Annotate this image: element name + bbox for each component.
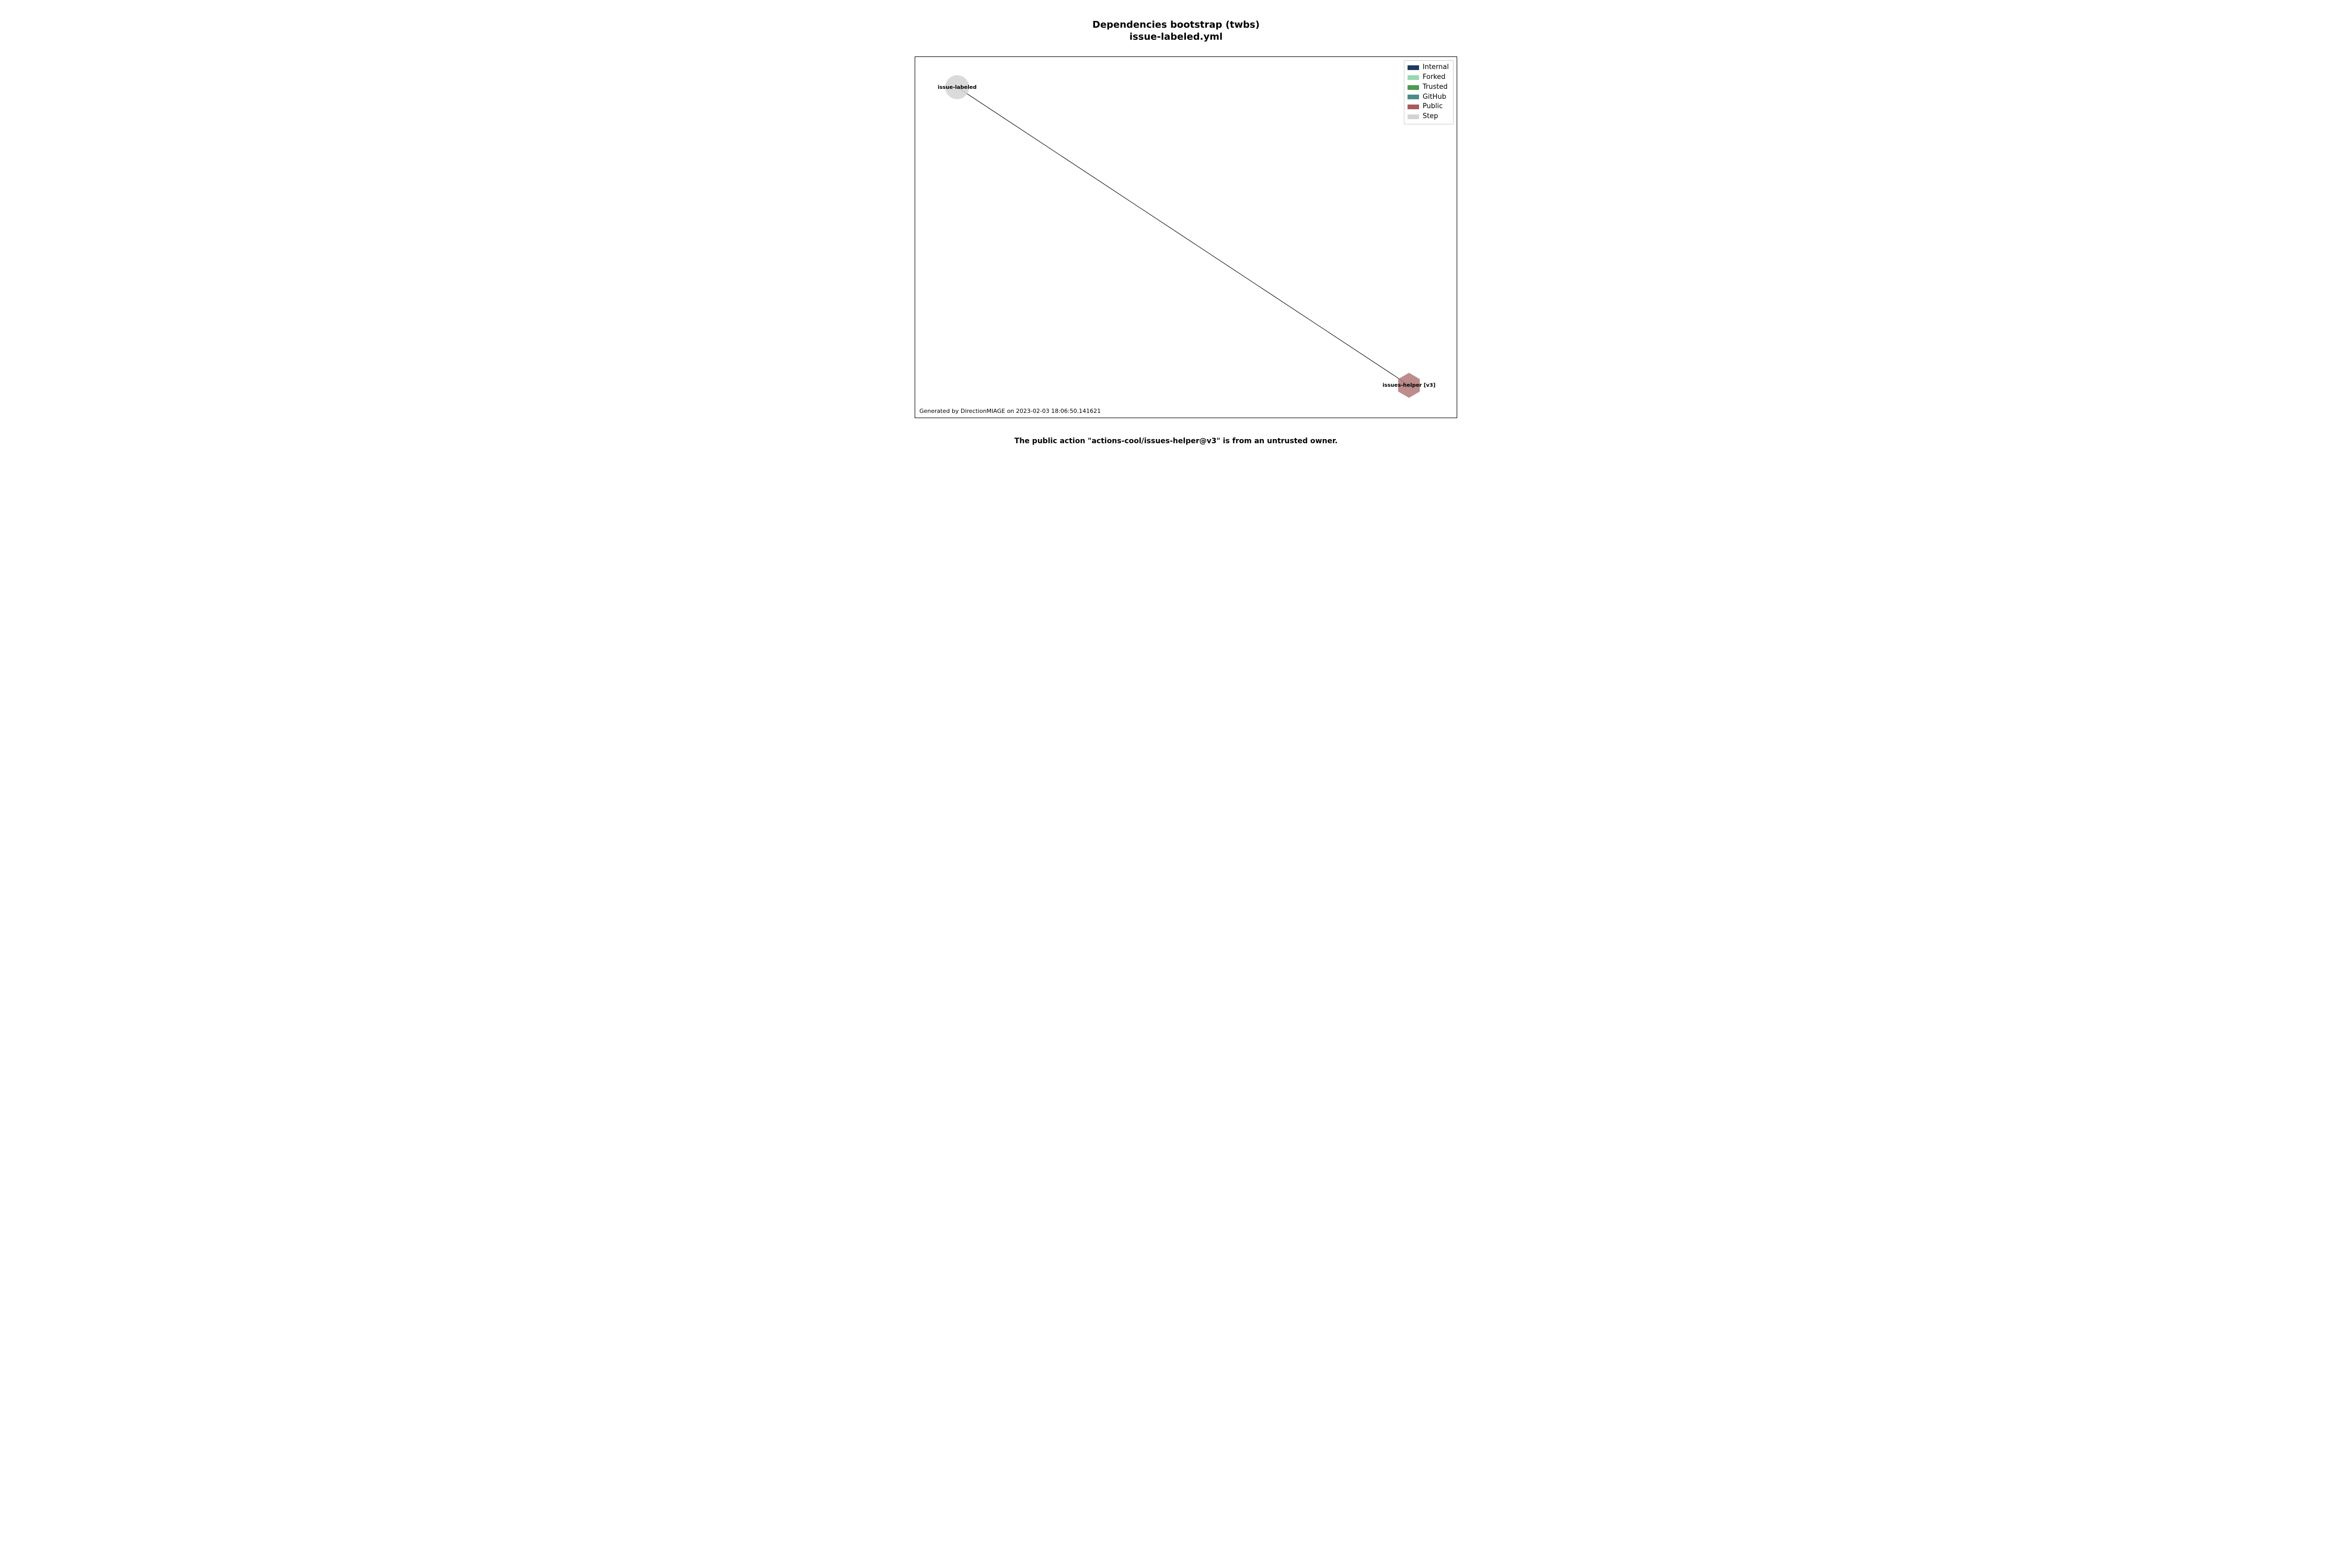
legend-swatch — [1408, 114, 1419, 119]
legend-swatch — [1408, 65, 1419, 70]
legend: InternalForkedTrustedGitHubPublicStep — [1404, 60, 1454, 124]
legend-label: Step — [1423, 112, 1438, 122]
legend-item: Forked — [1408, 73, 1449, 83]
caption-text: The public action "actions-cool/issues-h… — [823, 437, 1529, 445]
page: Dependencies bootstrap (twbs) issue-labe… — [823, 0, 1529, 470]
title-block: Dependencies bootstrap (twbs) issue-labe… — [823, 19, 1529, 43]
legend-item: Step — [1408, 112, 1449, 122]
legend-swatch — [1408, 85, 1419, 90]
edge — [957, 87, 1409, 385]
legend-label: Public — [1423, 102, 1443, 112]
legend-swatch — [1408, 105, 1419, 109]
legend-swatch — [1408, 75, 1419, 80]
title-line-1: Dependencies bootstrap (twbs) — [823, 19, 1529, 31]
plot-frame: issue-labeled issues-helper [v3] Internal… — [915, 56, 1457, 418]
title-line-2: issue-labeled.yml — [823, 31, 1529, 43]
node-label-issues-helper: issues-helper [v3] — [1382, 383, 1435, 388]
legend-label: Internal — [1423, 63, 1449, 73]
legend-item: Trusted — [1408, 83, 1449, 93]
legend-label: Forked — [1423, 73, 1446, 83]
legend-item: Public — [1408, 102, 1449, 112]
graph-svg: issue-labeled issues-helper [v3] — [915, 57, 1457, 418]
legend-swatch — [1408, 95, 1419, 99]
footer-timestamp: Generated by DirectionMIAGE on 2023-02-0… — [919, 408, 1101, 414]
legend-label: Trusted — [1423, 83, 1448, 93]
legend-item: GitHub — [1408, 93, 1449, 102]
legend-item: Internal — [1408, 63, 1449, 73]
node-label-issue-labeled: issue-labeled — [938, 85, 977, 90]
legend-label: GitHub — [1423, 93, 1446, 102]
